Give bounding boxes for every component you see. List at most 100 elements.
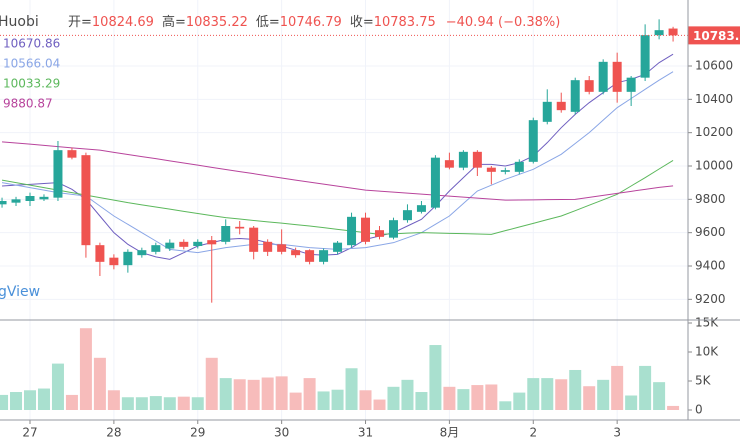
x-tick-label: 28 [106,426,121,440]
candle-body [347,216,357,246]
volume-bar [387,386,400,411]
volume-bar [639,365,652,411]
volume-bar [191,397,204,411]
volume-bar [359,390,372,411]
candle-body [165,242,175,249]
ohlc-label: 高= [162,14,186,30]
volume-bar [93,357,106,411]
volume-bar [51,363,64,411]
y-tick-label: 0 [695,403,703,417]
volume-bar [0,394,9,411]
y-tick-label: 10200 [695,125,733,139]
volume-bar [331,389,344,411]
volume-bar [457,389,470,411]
ohlc-value: 10783.75 [374,15,436,30]
candle-body [570,80,580,112]
candle-body [640,35,650,78]
candle-body [402,210,412,221]
y-tick-label: 10000 [695,159,733,173]
volume-bar [541,378,554,411]
volume-bar [247,379,260,411]
y-tick-label: 15K [695,315,719,329]
volume-bar [555,379,568,411]
volume-bar [401,379,414,411]
candle-body [277,244,287,252]
ohlc-value: 10835.22 [186,15,248,30]
volume-bar [163,397,176,411]
candle-body [486,167,496,172]
volume-bar [219,378,232,411]
ohlc-label: 开= [68,15,92,30]
candle-body [668,28,678,36]
candle-body [0,201,7,205]
candle-body [53,150,63,198]
volume-bar [485,384,498,411]
volume-bar [275,376,288,411]
candle-body [388,220,398,238]
candle-body [500,170,510,172]
volume-bar [471,385,484,411]
volume-bar [667,405,680,411]
candle-body [81,155,91,246]
volume-bar [79,328,92,411]
candle-body [305,250,315,262]
ohlc-value: 10746.79 [280,15,342,30]
y-tick-label: 5K [695,373,712,387]
volume-bar [317,391,330,411]
candle-body [179,241,189,247]
volume-bar [499,401,512,411]
x-tick-label: 31 [358,426,373,440]
candle-body [430,157,440,208]
candle-body [472,151,482,168]
volume-bar [569,369,582,411]
candle-body [109,257,119,266]
volume-bar [107,390,120,411]
y-tick-label: 10600 [695,59,733,73]
last-price-box [688,26,740,45]
candle-body [514,161,524,172]
ohlc-header: 开=10824.69 高=10835.22 低=10746.79 收=10783.75… [68,14,560,30]
ohlc-value: 10824.69 [92,15,154,30]
candle-body [207,240,217,245]
volume-bar [373,399,386,411]
candle-body [598,61,608,92]
volume-bar [345,368,358,411]
last-price-label: 10783.75 [693,29,740,43]
volume-bar [611,365,624,411]
x-tick-label: 30 [274,426,289,440]
ma-legend: 10566.04 [3,57,60,71]
candle-body [319,250,329,262]
ma-legend: 10670.86 [3,37,60,51]
volume-bar [303,378,316,411]
candle-body [458,151,468,168]
watermark: gView [0,284,40,300]
volume-bar [597,379,610,411]
candle-body [151,245,161,252]
candle-body [123,251,133,266]
candle-body [95,245,105,262]
candle-body [291,250,301,256]
volume-bar [121,397,134,411]
x-tick-label: 2 [529,426,537,440]
volume-bar [205,357,218,411]
candle-body [221,226,231,242]
volume-bar [261,377,274,411]
volume-bar [65,394,78,411]
candle-body [263,241,273,252]
x-tick-label: 29 [190,426,205,440]
volume-bar [135,397,148,411]
volume-bar [429,345,442,411]
candle-body [444,160,454,168]
candle-body [612,61,622,92]
volume-bar [10,392,23,411]
change-value: −40.94 (−0.38%) [446,15,561,30]
volume-bar [583,386,596,411]
y-tick-label: 9400 [695,259,726,273]
candle-body [193,241,203,246]
ma-legend: 9880.87 [3,97,53,111]
candle-body [626,77,636,92]
y-tick-label: 10K [695,344,719,358]
candle-body [137,250,147,256]
